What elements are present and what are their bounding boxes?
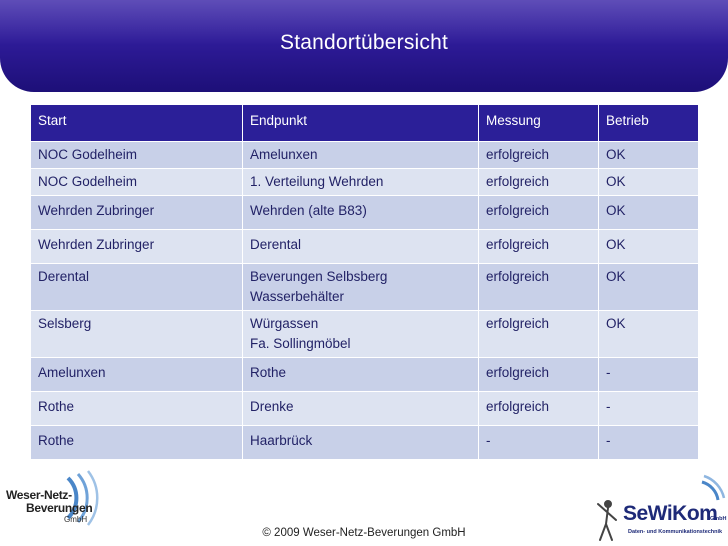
cell-endpunkt: Drenke bbox=[242, 391, 479, 426]
cell-endpunkt-line: Beverungen Selbsberg bbox=[250, 269, 388, 284]
cell-betrieb: OK bbox=[598, 310, 699, 358]
copyright-footer: © 2009 Weser-Netz-Beverungen GmbH bbox=[262, 527, 466, 539]
location-table: Start Endpunkt Messung Betrieb NOC Godel… bbox=[30, 104, 699, 460]
cell-betrieb: OK bbox=[598, 263, 699, 311]
cell-endpunkt-line: Wasserbehälter bbox=[250, 289, 345, 304]
cell-endpunkt: Beverungen Selbsberg Wasserbehälter bbox=[242, 263, 479, 311]
cell-endpunkt: Rothe bbox=[242, 357, 479, 392]
logo-right-tagline: Daten- und Kommunikationstechnik bbox=[628, 529, 723, 535]
cell-endpunkt: Derental bbox=[242, 229, 479, 264]
cell-start: NOC Godelheim bbox=[30, 141, 243, 169]
weser-netz-logo: Weser-Netz- Beverungen GmbH bbox=[6, 470, 106, 532]
cell-betrieb: - bbox=[598, 425, 699, 460]
cell-betrieb: OK bbox=[598, 168, 699, 196]
cell-betrieb: - bbox=[598, 391, 699, 426]
logo-left-line2: Beverungen bbox=[26, 501, 93, 515]
logo-right-suffix: GmbH bbox=[710, 516, 727, 522]
table-row: NOC Godelheim 1. Verteilung Wehrden erfo… bbox=[30, 168, 699, 196]
sewikom-logo: SeWiKom GmbH Daten- und Kommunikationste… bbox=[594, 474, 727, 544]
table-row: NOC Godelheim Amelunxen erfolgreich OK bbox=[30, 141, 699, 169]
logo-right-brand: SeWiKom bbox=[623, 502, 718, 525]
cell-messung: erfolgreich bbox=[478, 263, 599, 311]
table-row: Rothe Haarbrück - - bbox=[30, 425, 699, 460]
header-endpunkt: Endpunkt bbox=[242, 104, 479, 142]
table-row: Amelunxen Rothe erfolgreich - bbox=[30, 357, 699, 392]
cell-betrieb: - bbox=[598, 357, 699, 392]
logo-left-line3: GmbH bbox=[64, 515, 88, 524]
cell-endpunkt-line: Fa. Sollingmöbel bbox=[250, 336, 351, 351]
signal-waves-icon bbox=[597, 474, 726, 541]
cell-betrieb: OK bbox=[598, 195, 699, 230]
header-start: Start bbox=[30, 104, 243, 142]
header-messung: Messung bbox=[478, 104, 599, 142]
cell-endpunkt: Würgassen Fa. Sollingmöbel bbox=[242, 310, 479, 358]
cell-start: NOC Godelheim bbox=[30, 168, 243, 196]
cell-messung: erfolgreich bbox=[478, 391, 599, 426]
title-bar: Standortübersicht bbox=[0, 0, 728, 92]
cell-start: Rothe bbox=[30, 425, 243, 460]
cell-endpunkt: Haarbrück bbox=[242, 425, 479, 460]
header-betrieb: Betrieb bbox=[598, 104, 699, 142]
cell-messung: erfolgreich bbox=[478, 310, 599, 358]
cell-start: Amelunxen bbox=[30, 357, 243, 392]
cell-messung: erfolgreich bbox=[478, 229, 599, 264]
cell-messung: - bbox=[478, 425, 599, 460]
cell-messung: erfolgreich bbox=[478, 141, 599, 169]
cell-endpunkt: 1. Verteilung Wehrden bbox=[242, 168, 479, 196]
cell-start: Rothe bbox=[30, 391, 243, 426]
cell-start: Selsberg bbox=[30, 310, 243, 358]
cell-betrieb: OK bbox=[598, 229, 699, 264]
table-row: Rothe Drenke erfolgreich - bbox=[30, 391, 699, 426]
cell-start: Wehrden Zubringer bbox=[30, 195, 243, 230]
cell-endpunkt-line: Würgassen bbox=[250, 316, 319, 331]
cell-start: Wehrden Zubringer bbox=[30, 229, 243, 264]
table-row: Derental Beverungen Selbsberg Wasserbehä… bbox=[30, 263, 699, 311]
cell-endpunkt: Wehrden (alte B83) bbox=[242, 195, 479, 230]
cell-endpunkt: Amelunxen bbox=[242, 141, 479, 169]
cell-messung: erfolgreich bbox=[478, 168, 599, 196]
cell-messung: erfolgreich bbox=[478, 195, 599, 230]
table-row: Wehrden Zubringer Derental erfolgreich O… bbox=[30, 229, 699, 264]
signal-waves-icon bbox=[66, 470, 99, 526]
cell-betrieb: OK bbox=[598, 141, 699, 169]
cell-messung: erfolgreich bbox=[478, 357, 599, 392]
slide-title: Standortübersicht bbox=[280, 31, 448, 54]
cell-start: Derental bbox=[30, 263, 243, 311]
table-row: Wehrden Zubringer Wehrden (alte B83) erf… bbox=[30, 195, 699, 230]
logo-left-line1: Weser-Netz- bbox=[6, 488, 72, 502]
table-header-row: Start Endpunkt Messung Betrieb bbox=[30, 104, 699, 142]
table-row: Selsberg Würgassen Fa. Sollingmöbel erfo… bbox=[30, 310, 699, 358]
